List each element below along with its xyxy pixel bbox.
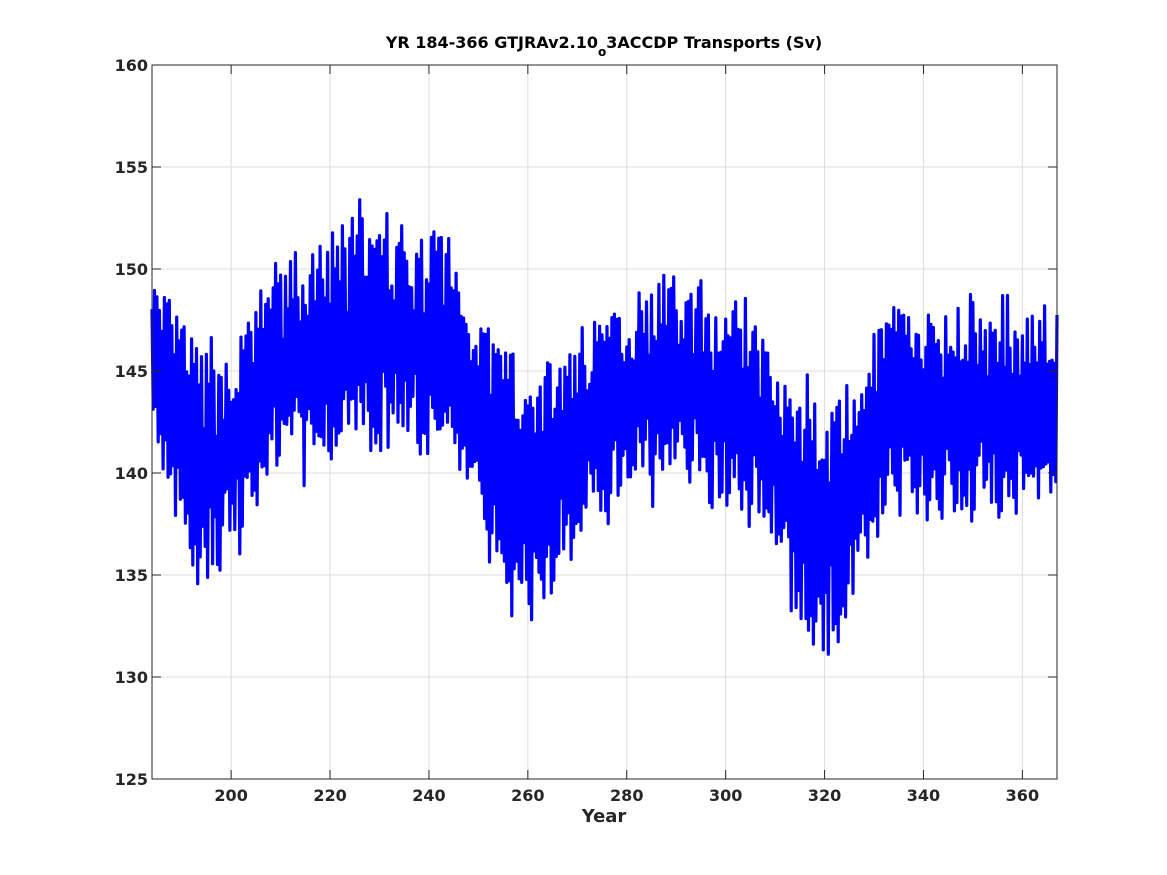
chart-title-rest: 3ACCDP Transports (Sv) xyxy=(606,33,822,52)
x-tick-label: 360 xyxy=(1006,786,1039,805)
y-tick-label: 160 xyxy=(115,56,148,75)
x-tick-label: 260 xyxy=(511,786,544,805)
x-tick-label: 220 xyxy=(313,786,346,805)
series-line-transport xyxy=(150,198,1059,656)
y-tick-label: 150 xyxy=(115,260,148,279)
chart-title-subscript: o xyxy=(598,45,606,59)
chart-title: YR 184-366 GTJRAv2.10o3ACCDP Transports … xyxy=(385,33,823,59)
y-tick-label: 135 xyxy=(115,566,148,585)
plot-frame xyxy=(151,64,1058,780)
y-tick-label: 125 xyxy=(115,770,148,789)
x-tick-label: 240 xyxy=(412,786,445,805)
series-layer xyxy=(150,198,1059,656)
x-axis-ticks: 200 220 240 260 280 300 320 340 360 xyxy=(214,65,1039,805)
x-tick-label: 340 xyxy=(907,786,940,805)
y-tick-label: 140 xyxy=(115,464,148,483)
x-tick-label: 320 xyxy=(808,786,841,805)
y-tick-label: 155 xyxy=(115,158,148,177)
x-axis-label: Year xyxy=(581,806,627,827)
y-tick-label: 145 xyxy=(115,362,148,381)
x-tick-label: 300 xyxy=(709,786,742,805)
chart-title-main: YR 184-366 GTJRAv2.10 xyxy=(385,33,598,52)
x-tick-label: 280 xyxy=(610,786,643,805)
x-tick-label: 200 xyxy=(214,786,247,805)
y-axis-ticks: 125 130 135 140 145 150 155 160 xyxy=(115,56,1057,789)
y-tick-label: 130 xyxy=(115,668,148,687)
